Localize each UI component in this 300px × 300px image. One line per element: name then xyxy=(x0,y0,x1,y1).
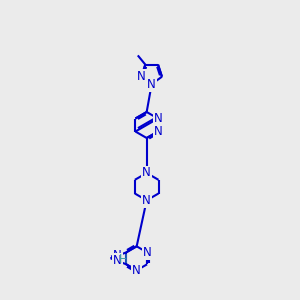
Text: N: N xyxy=(142,194,151,207)
Text: N: N xyxy=(154,112,162,125)
Text: N: N xyxy=(147,78,156,91)
Text: N: N xyxy=(154,125,162,138)
Text: N: N xyxy=(142,167,151,179)
Text: H: H xyxy=(119,254,128,266)
Text: N: N xyxy=(137,70,146,83)
Text: N: N xyxy=(113,254,122,267)
Text: N: N xyxy=(143,246,152,259)
Text: N: N xyxy=(113,249,122,262)
Text: N: N xyxy=(132,264,141,277)
